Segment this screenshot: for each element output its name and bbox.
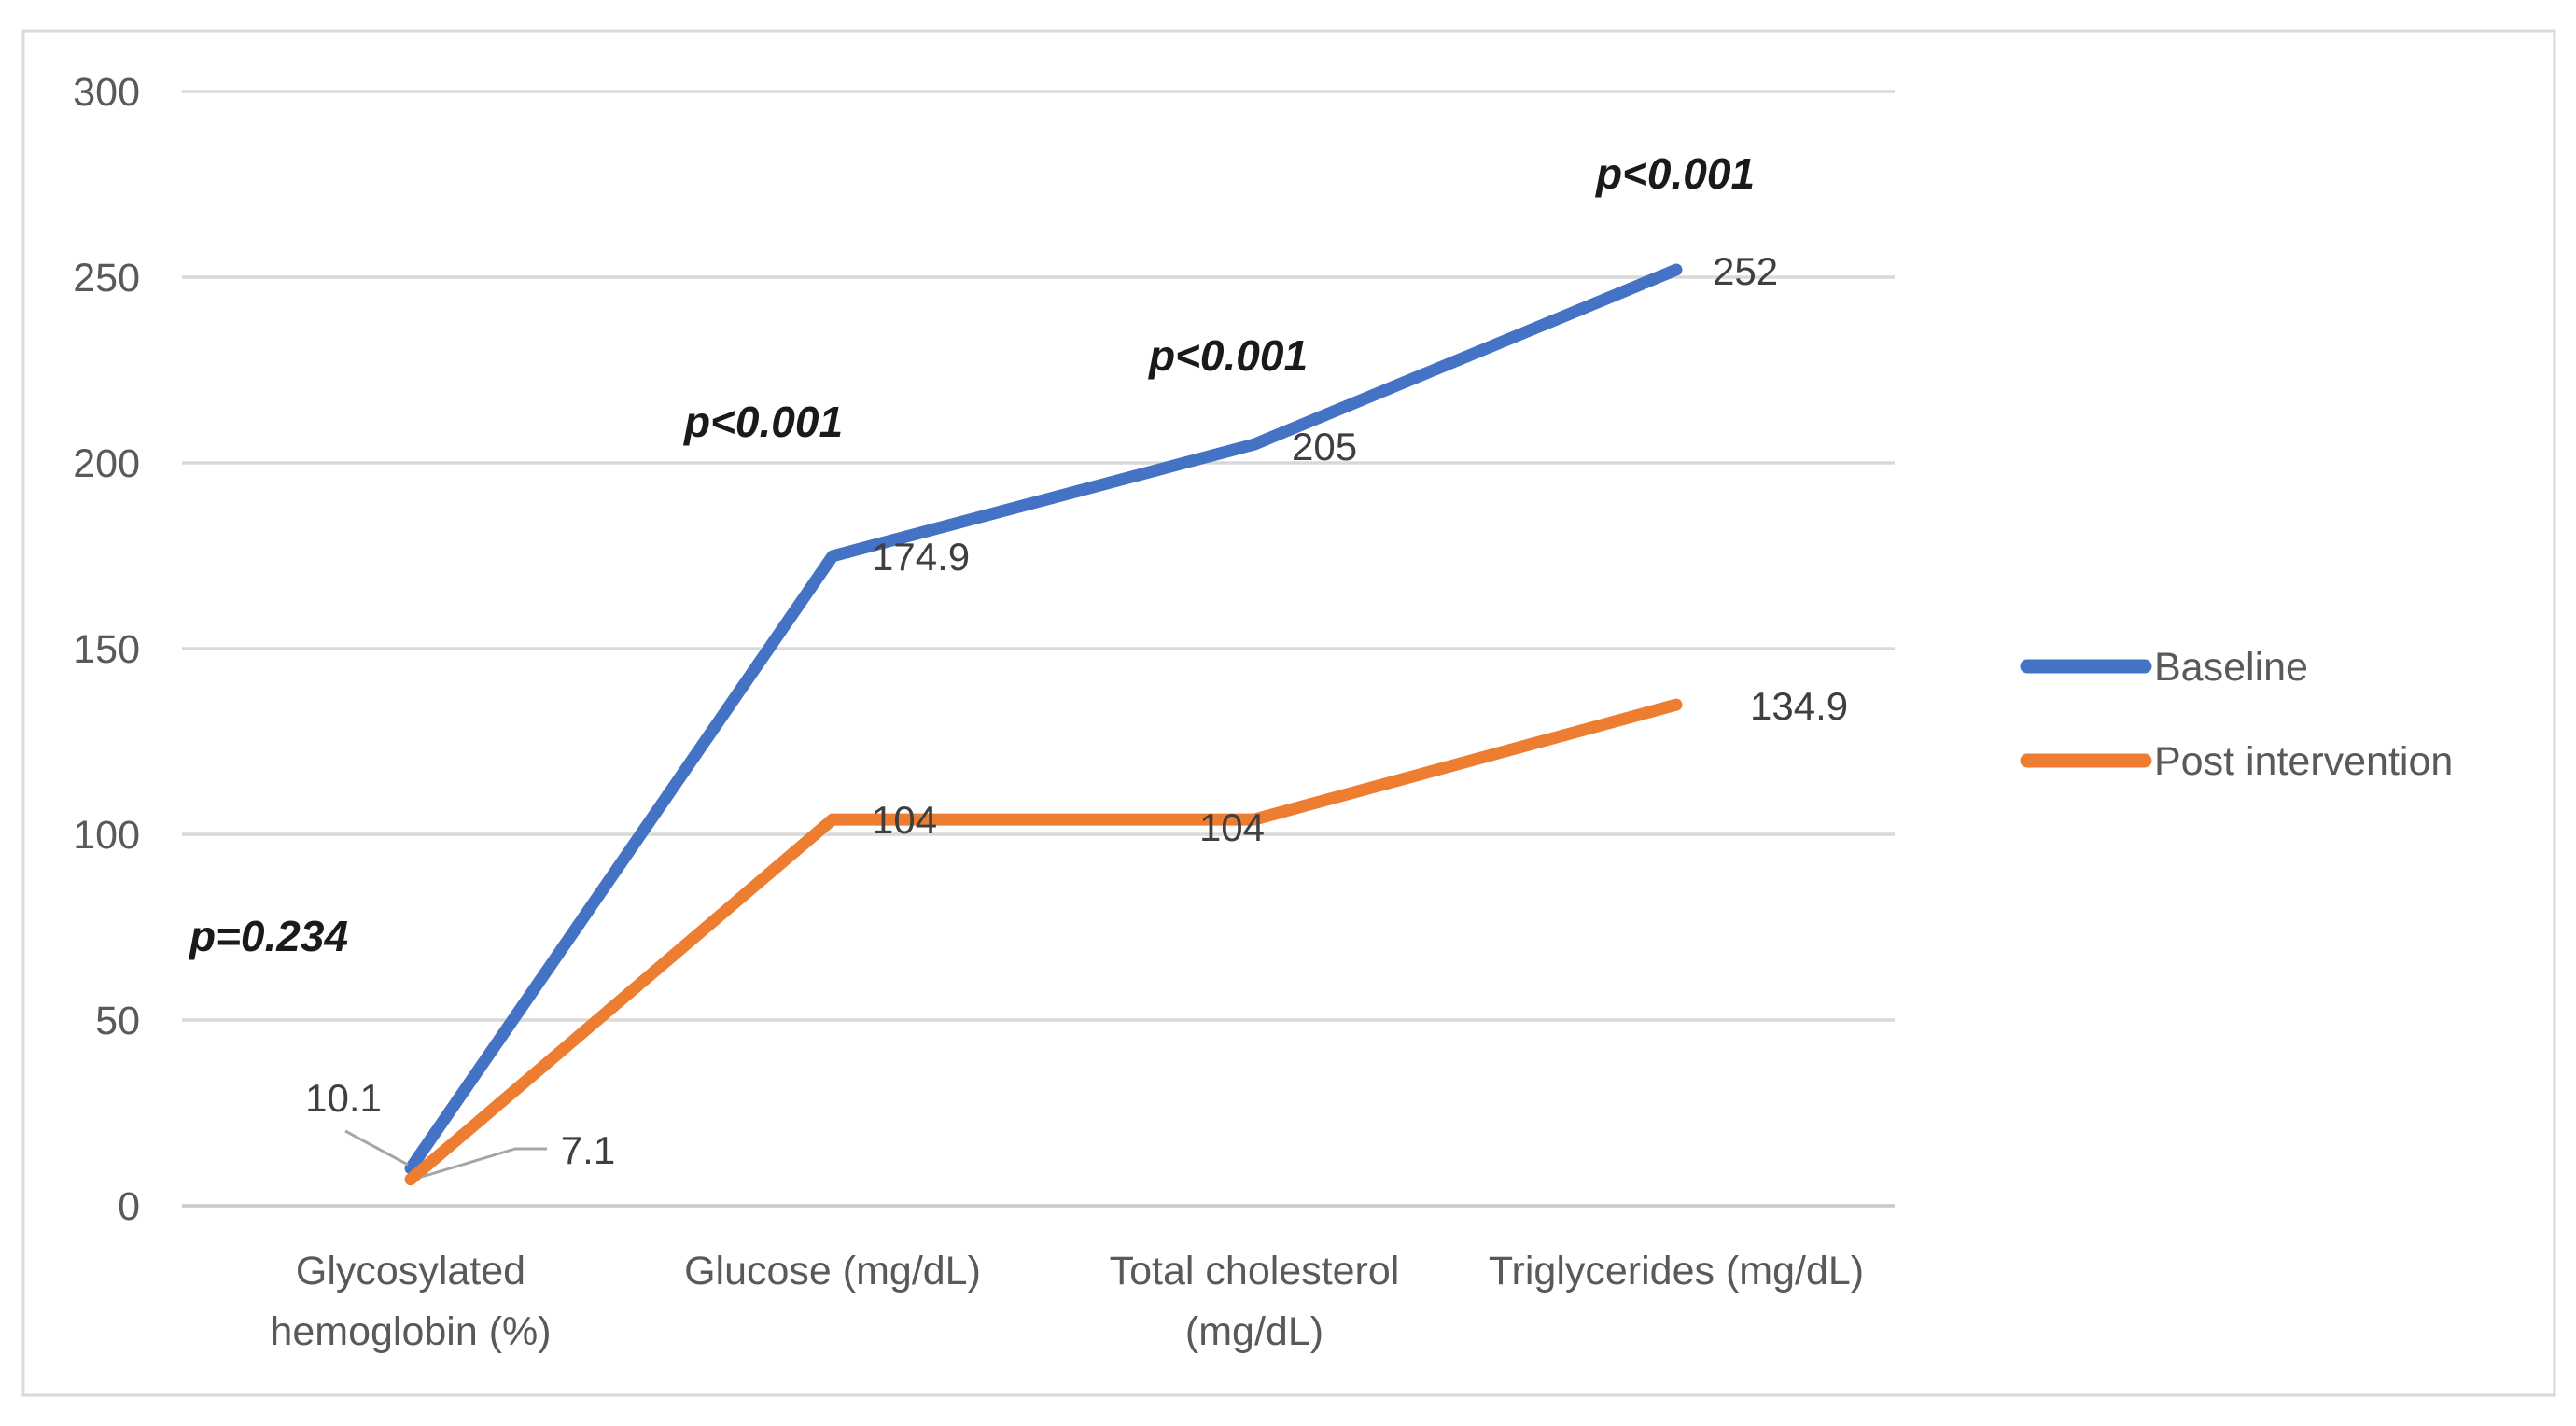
data-label: 10.1 (305, 1076, 382, 1120)
legend-label-baseline: Baseline (2154, 645, 2308, 690)
series-line-post-intervention (404, 698, 1683, 1186)
data-labels: 10.1 174.9 205 252 7.1 104 104 134.9 (305, 249, 1848, 1172)
p-value-annotation: p<0.001 (1594, 149, 1755, 198)
y-tick-label: 50 (95, 999, 140, 1043)
legend-item-baseline: Baseline (2020, 645, 2308, 690)
p-value-annotations: p=0.234 p<0.001 p<0.001 p<0.001 (188, 149, 1755, 960)
series-lines (404, 263, 1683, 1186)
data-label: 174.9 (872, 535, 970, 579)
leader-line (421, 1147, 547, 1179)
data-label: 134.9 (1750, 684, 1848, 728)
category-label: Glycosylated (296, 1249, 525, 1293)
gridlines (182, 90, 1895, 1208)
y-tick-label: 300 (73, 70, 140, 115)
y-tick-label: 100 (73, 813, 140, 858)
series-line-baseline (404, 263, 1683, 1175)
y-axis-tick-labels: 0 50 100 150 200 250 300 (73, 70, 140, 1229)
data-label-leader-lines (344, 1129, 547, 1179)
category-label: (mg/dL) (1185, 1309, 1323, 1354)
p-value-annotation: p<0.001 (682, 398, 843, 446)
chart-frame-border (21, 29, 2556, 1397)
category-label: Glucose (mg/dL) (684, 1249, 981, 1293)
data-label: 7.1 (561, 1128, 615, 1172)
x-axis-category-labels: Glycosylated hemoglobin (%) Glucose (mg/dL… (270, 1249, 1864, 1354)
y-tick-label: 250 (73, 256, 140, 301)
category-label: hemoglobin (%) (270, 1309, 551, 1354)
leader-line (344, 1129, 409, 1167)
y-tick-label: 150 (73, 627, 140, 672)
legend: Baseline Post intervention (2020, 645, 2453, 784)
data-label: 205 (1292, 425, 1357, 468)
y-tick-label: 0 (118, 1184, 140, 1229)
legend-item-post-intervention: Post intervention (2020, 739, 2453, 784)
p-value-annotation: p<0.001 (1147, 331, 1308, 380)
data-label: 252 (1713, 249, 1778, 293)
category-label: Total cholesterol (1110, 1249, 1400, 1293)
p-value-annotation: p=0.234 (188, 912, 348, 960)
y-tick-label: 200 (73, 441, 140, 486)
data-label: 104 (872, 798, 937, 842)
category-label: Triglycerides (mg/dL) (1489, 1249, 1864, 1293)
legend-label-post-intervention: Post intervention (2154, 739, 2453, 784)
data-label: 104 (1199, 805, 1265, 849)
